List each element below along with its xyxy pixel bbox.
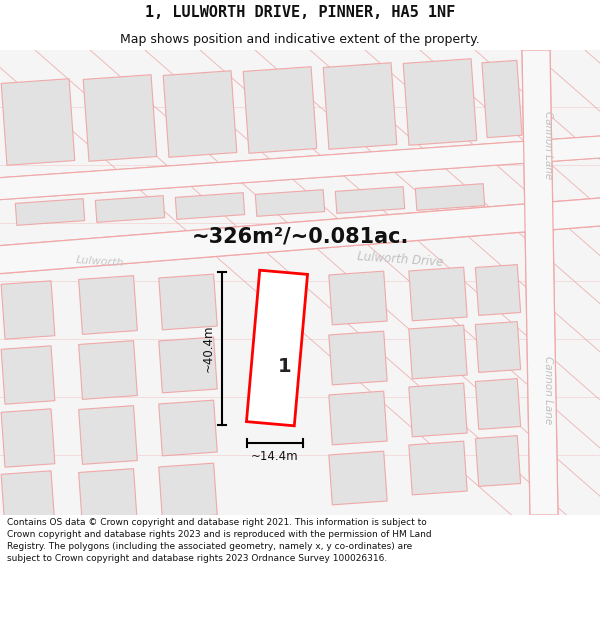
Polygon shape	[335, 187, 404, 213]
Polygon shape	[79, 276, 137, 334]
Polygon shape	[175, 192, 245, 219]
Polygon shape	[522, 50, 558, 515]
Polygon shape	[0, 198, 600, 274]
Polygon shape	[159, 463, 217, 519]
Polygon shape	[329, 451, 387, 505]
Polygon shape	[329, 391, 387, 445]
Polygon shape	[256, 189, 325, 216]
Polygon shape	[403, 59, 477, 145]
Polygon shape	[475, 322, 521, 372]
Text: Cannon Lane: Cannon Lane	[543, 356, 553, 424]
Polygon shape	[159, 274, 217, 330]
Polygon shape	[79, 341, 137, 399]
Polygon shape	[79, 406, 137, 464]
Text: Contains OS data © Crown copyright and database right 2021. This information is : Contains OS data © Crown copyright and d…	[7, 518, 432, 562]
Polygon shape	[16, 199, 85, 226]
Polygon shape	[1, 471, 55, 529]
Polygon shape	[79, 469, 137, 528]
Polygon shape	[409, 325, 467, 379]
Polygon shape	[1, 346, 55, 404]
Polygon shape	[0, 136, 600, 200]
Polygon shape	[0, 198, 600, 274]
Polygon shape	[482, 61, 522, 138]
Text: ~326m²/~0.081ac.: ~326m²/~0.081ac.	[191, 226, 409, 246]
Polygon shape	[159, 400, 217, 456]
Polygon shape	[83, 75, 157, 161]
Text: ~40.4m: ~40.4m	[202, 325, 215, 372]
Polygon shape	[409, 441, 467, 495]
Text: ~14.4m: ~14.4m	[251, 451, 299, 464]
Polygon shape	[1, 79, 75, 165]
Polygon shape	[1, 281, 55, 339]
Polygon shape	[0, 136, 600, 200]
Text: Map shows position and indicative extent of the property.: Map shows position and indicative extent…	[120, 32, 480, 46]
Text: Cannon Lane: Cannon Lane	[543, 111, 553, 179]
Polygon shape	[475, 436, 521, 486]
Polygon shape	[409, 267, 467, 321]
Text: 1: 1	[278, 356, 292, 376]
Polygon shape	[323, 62, 397, 149]
Text: Lulworth Drive: Lulworth Drive	[356, 251, 443, 269]
Polygon shape	[329, 271, 387, 325]
Polygon shape	[243, 67, 317, 153]
Polygon shape	[1, 409, 55, 467]
Polygon shape	[475, 264, 521, 316]
Polygon shape	[475, 379, 521, 429]
Text: 1, LULWORTH DRIVE, PINNER, HA5 1NF: 1, LULWORTH DRIVE, PINNER, HA5 1NF	[145, 5, 455, 20]
Polygon shape	[95, 196, 164, 222]
Text: Lulworth: Lulworth	[76, 256, 124, 269]
Polygon shape	[159, 337, 217, 393]
Polygon shape	[329, 331, 387, 385]
Polygon shape	[409, 383, 467, 437]
Polygon shape	[247, 270, 308, 426]
Polygon shape	[163, 71, 237, 158]
Polygon shape	[522, 50, 558, 515]
Polygon shape	[415, 184, 485, 211]
